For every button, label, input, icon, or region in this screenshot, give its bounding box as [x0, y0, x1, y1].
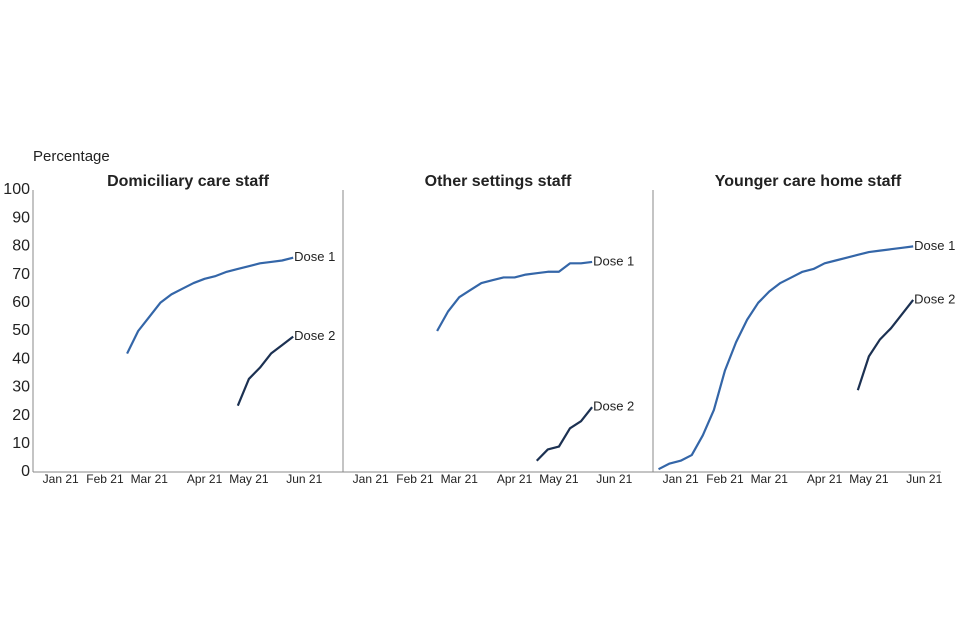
y-tick-label: 50 — [12, 322, 30, 339]
x-tick-label: Apr 21 — [807, 472, 843, 486]
x-tick-label: Jun 21 — [906, 472, 942, 486]
series-label: Dose 2 — [593, 399, 634, 414]
data-line — [856, 299, 915, 391]
y-tick-label: 70 — [12, 266, 30, 283]
data-line — [126, 256, 294, 355]
x-tick-label: Jan 21 — [353, 472, 389, 486]
x-tick-label: May 21 — [849, 472, 889, 486]
data-line — [436, 260, 593, 332]
x-tick-label: May 21 — [539, 472, 579, 486]
y-axis-title: Percentage — [33, 148, 110, 165]
x-tick-label: Mar 21 — [441, 472, 479, 486]
series-label: Dose 2 — [294, 328, 335, 343]
y-tick-label: 20 — [12, 407, 30, 424]
x-tick-label: Feb 21 — [396, 472, 434, 486]
x-tick-label: Mar 21 — [131, 472, 169, 486]
x-tick-label: Apr 21 — [187, 472, 223, 486]
panel-title: Other settings staff — [425, 173, 572, 190]
data-line — [658, 245, 914, 471]
data-line — [535, 406, 593, 462]
series-label: Dose 1 — [593, 253, 634, 268]
x-tick-label: Jan 21 — [43, 472, 79, 486]
y-tick-label: 90 — [12, 209, 30, 226]
data-line — [236, 335, 294, 407]
series-label: Dose 1 — [294, 249, 335, 264]
y-tick-label: 10 — [12, 435, 30, 452]
y-tick-label: 0 — [21, 463, 30, 480]
series-label: Dose 1 — [914, 238, 955, 253]
x-tick-label: Jun 21 — [596, 472, 632, 486]
panel-title: Domiciliary care staff — [107, 173, 270, 190]
x-tick-label: Mar 21 — [751, 472, 789, 486]
x-tick-label: Apr 21 — [497, 472, 533, 486]
x-tick-label: Jun 21 — [286, 472, 322, 486]
y-tick-label: 80 — [12, 238, 30, 255]
y-tick-label: 30 — [12, 379, 30, 396]
x-tick-label: Feb 21 — [86, 472, 124, 486]
x-tick-label: Feb 21 — [706, 472, 744, 486]
x-tick-label: Jan 21 — [663, 472, 699, 486]
y-tick-label: 60 — [12, 294, 30, 311]
x-tick-label: May 21 — [229, 472, 269, 486]
panel-title: Younger care home staff — [715, 173, 902, 190]
series-label: Dose 2 — [914, 291, 955, 306]
y-tick-label: 100 — [3, 181, 30, 198]
y-tick-label: 40 — [12, 350, 30, 367]
